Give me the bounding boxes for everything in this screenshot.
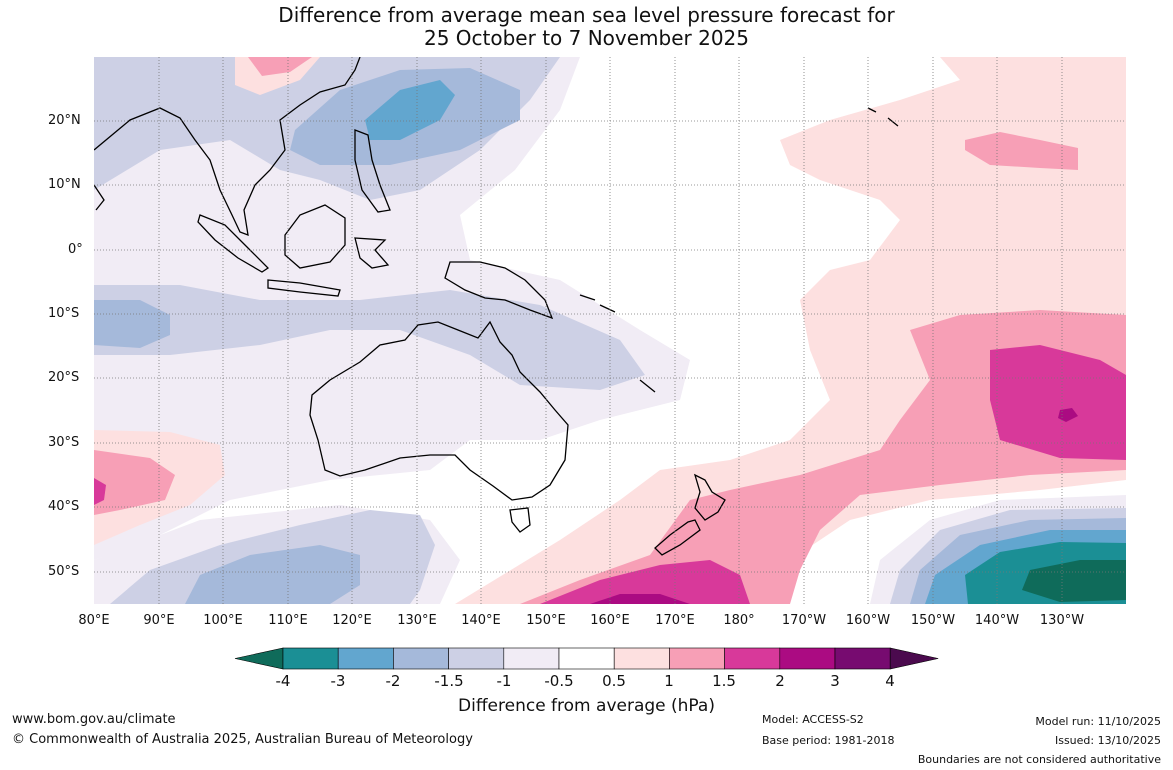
colorbar (234, 647, 939, 670)
lon-label: 100°E (203, 613, 243, 628)
lon-label: 180° (723, 613, 755, 628)
colorbar-label: Difference from average (hPa) (458, 696, 715, 716)
region-pos1-east (520, 310, 1126, 604)
lon-label: 160°W (845, 613, 891, 628)
lat-label: 50°S (48, 564, 80, 579)
sumatra-coast (197, 214, 270, 273)
australia-coast (309, 320, 569, 501)
lat-label: 0° (68, 242, 83, 257)
anomaly-field (94, 57, 1126, 604)
colorbar-tick: 1 (664, 672, 674, 690)
colorbar-extend-high (889, 647, 939, 670)
borneo-coast (284, 204, 346, 269)
lon-label: 90°E (143, 613, 175, 628)
region-pos15-south (540, 560, 750, 604)
region-neg15-south (185, 545, 360, 604)
tasmania-coast (509, 507, 531, 533)
colorbar-swatch (337, 647, 394, 670)
colorbar-swatch (393, 647, 449, 670)
colorbar-tick: 2 (775, 672, 785, 690)
hawaii (867, 107, 899, 127)
lat-label: 40°S (48, 499, 80, 514)
website-link[interactable]: www.bom.gov.au/climate (12, 712, 176, 727)
region-neg4-se (1022, 560, 1126, 602)
lat-label: 30°S (48, 435, 80, 450)
region-pos1-n (248, 57, 312, 76)
lon-label: 120°E (332, 613, 372, 628)
lon-label: 150°W (910, 613, 956, 628)
new-zealand-south (654, 519, 701, 556)
lon-label: 110°E (268, 613, 308, 628)
colorbar-swatch (724, 647, 781, 670)
model-name: Model: ACCESS-S2 (762, 713, 864, 726)
title-line-1: Difference from average mean sea level p… (278, 3, 895, 27)
region-pos1-west (94, 450, 175, 515)
colorbar-tick: -2 (385, 672, 401, 690)
colorbar-swatch (834, 647, 891, 670)
solomon-islands (579, 294, 616, 313)
lon-label: 170°W (781, 613, 827, 628)
lon-label: 130°E (397, 613, 437, 628)
colorbar-tick: 3 (830, 672, 840, 690)
asia-coast (94, 57, 361, 237)
lat-label: 20°N (48, 113, 81, 128)
colorbar-tick: 0.5 (602, 672, 626, 690)
disclaimer: Boundaries are not considered authoritat… (917, 753, 1161, 766)
lat-label: 10°N (48, 177, 81, 192)
region-neg15-west (94, 300, 170, 348)
lon-label: 150°E (526, 613, 566, 628)
colorbar-tick: 1.5 (712, 672, 736, 690)
lat-label: 10°S (48, 306, 80, 321)
new-caledonia (639, 379, 656, 393)
colorbar-swatch (613, 647, 670, 670)
colorbar-swatch (779, 647, 836, 670)
base-period: Base period: 1981-2018 (762, 734, 895, 747)
colorbar-tick: -1 (496, 672, 512, 690)
new-zealand-north (693, 473, 726, 521)
colorbar-swatch (503, 647, 560, 670)
issued-date: Issued: 13/10/2025 (1054, 734, 1161, 747)
colorbar-tick: 4 (885, 672, 895, 690)
asia-coast-b (94, 184, 105, 211)
colorbar-swatch (558, 647, 615, 670)
region-pos2-south (590, 594, 690, 604)
region-pos1-nw (965, 132, 1078, 170)
lat-label: 20°S (48, 370, 80, 385)
colorbar-tick: -3 (330, 672, 346, 690)
title-line-2: 25 October to 7 November 2025 (423, 26, 750, 50)
colorbar-swatch (282, 647, 339, 670)
java-coast (267, 279, 341, 297)
colorbar-swatch (669, 647, 725, 670)
colorbar-tick: -1.5 (434, 672, 464, 690)
sulawesi-coast (354, 237, 390, 269)
region-pos15-east (990, 345, 1126, 460)
colorbar-extend-low (234, 647, 284, 670)
region-neg2-north (365, 80, 455, 140)
copyright: © Commonwealth of Australia 2025, Austra… (12, 732, 473, 747)
region-pos2-east (1058, 408, 1078, 422)
graticule (94, 57, 1126, 604)
chart-title: Difference from average mean sea level p… (0, 4, 1173, 50)
lon-label: 140°W (974, 613, 1020, 628)
model-run: Model run: 11/10/2025 (1035, 715, 1161, 728)
lon-label: 130°W (1039, 613, 1085, 628)
region-pos15-west (94, 478, 106, 505)
region-neg1-mid (94, 285, 645, 390)
lon-label: 170°E (655, 613, 695, 628)
lon-label: 140°E (461, 613, 501, 628)
colorbar-tick: -0.5 (544, 672, 574, 690)
lon-label: 160°E (590, 613, 630, 628)
colorbar-swatch (448, 647, 505, 670)
philippines-coast (354, 129, 391, 213)
lon-label: 80°E (78, 613, 110, 628)
colorbar-tick: -4 (275, 672, 291, 690)
